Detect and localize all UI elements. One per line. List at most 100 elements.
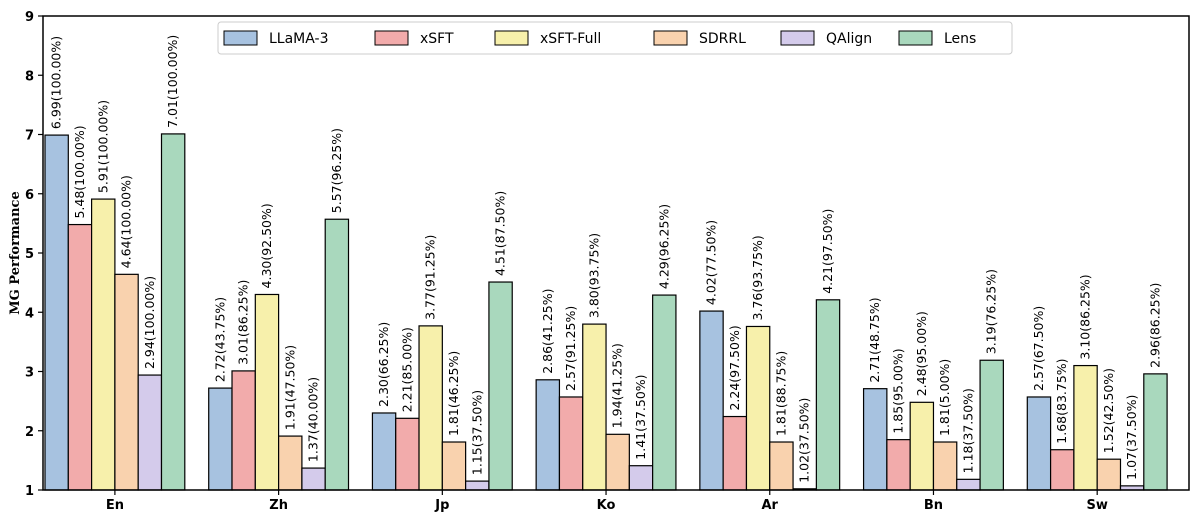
- bar-xsft-full-ar: [745, 325, 771, 491]
- bar-qalign-en: [137, 374, 163, 491]
- legend-swatch-xsft-full: [494, 30, 529, 46]
- bar-lens-ar: [815, 299, 841, 491]
- data-label: 3.77(91.25%): [423, 235, 438, 320]
- y-tick-label: 3: [25, 366, 34, 381]
- data-label: 1.81(46.25%): [446, 351, 461, 436]
- y-tick-label: 7: [25, 129, 34, 144]
- data-label: 1.15(37.50%): [469, 390, 484, 475]
- y-tick-label: 4: [25, 306, 34, 321]
- y-tick-label: 2: [25, 425, 34, 440]
- legend-label-xsft: xSFT: [420, 31, 454, 47]
- data-label: 5.91(100.00%): [95, 100, 110, 193]
- data-label: 4.30(92.50%): [259, 203, 274, 288]
- data-label: 1.37(40.00%): [306, 377, 321, 462]
- data-label: 1.81(88.75%): [773, 351, 788, 436]
- bar-qalign-zh: [301, 467, 326, 491]
- x-tick-label-bn: Bn: [924, 498, 943, 513]
- legend-box: [217, 21, 1013, 55]
- legend-label-qalign: QAlign: [826, 31, 872, 47]
- bar-xsft-ar: [722, 415, 748, 491]
- data-label: 2.57(67.50%): [1031, 306, 1046, 391]
- legend: LLaMA-3 xSFT xSFT-Full SDRRL QAlign Lens: [217, 21, 1013, 55]
- data-labels-layer: 6.99(100.00%) 2.72(43.75%) 2.30(66.25%) 2.8…: [49, 35, 1163, 483]
- legend-swatch-llama-3: [223, 30, 258, 46]
- data-label: 1.94(41.25%): [610, 343, 625, 428]
- bar-xsft-sw: [1049, 449, 1075, 491]
- bar-lens-en: [160, 133, 186, 491]
- bar-xsft-full-jp: [418, 325, 443, 491]
- bar-lens-zh: [324, 218, 350, 491]
- data-label: 1.91(47.50%): [282, 345, 297, 430]
- bar-xsft-full-en: [90, 198, 116, 491]
- x-tick-label-sw: Sw: [1086, 498, 1107, 513]
- bar-sdrrl-bn: [932, 441, 958, 491]
- bar-llama-3-sw: [1026, 396, 1052, 491]
- data-label: 5.57(96.25%): [329, 128, 344, 213]
- bar-sdrrl-sw: [1096, 458, 1122, 491]
- data-label: 3.76(93.75%): [750, 235, 765, 320]
- bars-layer: [44, 133, 1168, 491]
- data-label: 4.51(87.50%): [493, 191, 508, 276]
- data-label: 4.64(100.00%): [119, 175, 134, 268]
- x-tick-label-zh: Zh: [269, 498, 288, 513]
- bar-sdrrl-jp: [441, 441, 467, 491]
- data-label: 2.72(43.75%): [212, 297, 227, 382]
- bar-qalign-bn: [956, 478, 981, 491]
- bar-llama-3-ar: [699, 310, 724, 491]
- legend-swatch-lens: [898, 30, 933, 46]
- bar-xsft-jp: [395, 417, 420, 491]
- bar-sdrrl-ar: [769, 441, 794, 491]
- data-label: 4.29(96.25%): [656, 204, 671, 289]
- data-label: 2.30(66.25%): [376, 322, 391, 407]
- y-tick-label: 1: [25, 484, 34, 499]
- data-label: 4.21(97.50%): [820, 209, 835, 294]
- bar-xsft-zh: [231, 370, 256, 491]
- y-tick-label: 8: [25, 69, 34, 84]
- data-label: 1.52(42.50%): [1101, 368, 1116, 453]
- data-label: 7.01(100.00%): [165, 35, 180, 128]
- legend-label-xsft-full: xSFT-Full: [540, 31, 601, 47]
- legend-swatch-qalign: [780, 30, 815, 46]
- data-label: 5.48(100.00%): [72, 125, 87, 218]
- bar-xsft-full-zh: [254, 293, 280, 491]
- bar-xsft-full-sw: [1073, 364, 1098, 491]
- bar-lens-jp: [488, 281, 513, 491]
- y-tick-label: 9: [25, 10, 34, 25]
- bar-xsft-full-bn: [909, 401, 935, 491]
- data-label: 6.99(100.00%): [49, 36, 64, 129]
- bar-sdrrl-ko: [605, 433, 630, 491]
- data-label: 1.02(37.50%): [797, 398, 812, 483]
- data-label: 1.41(37.50%): [633, 374, 648, 459]
- data-label: 2.57(91.25%): [563, 306, 578, 391]
- data-label: 3.19(76.25%): [984, 269, 999, 354]
- bar-lens-sw: [1143, 373, 1168, 491]
- bar-llama-3-en: [44, 134, 69, 491]
- legend-label-llama-3: LLaMA-3: [269, 31, 329, 47]
- x-tick-label-ko: Ko: [597, 498, 616, 513]
- y-axis-label: MG Performance: [8, 191, 23, 315]
- axes-layer: 1 2 3 4 5 6 7 8 9 En Zh Jp Ko Ar Bn Sw MG Performance: [8, 10, 1190, 513]
- bar-llama-3-zh: [208, 387, 233, 491]
- data-label: 2.24(97.50%): [727, 325, 742, 410]
- data-label: 2.21(85.00%): [399, 327, 414, 412]
- bar-lens-bn: [979, 359, 1004, 491]
- x-tick-label-ar: Ar: [762, 498, 779, 513]
- x-tick-label-en: En: [106, 498, 124, 513]
- y-tick-label: 5: [25, 247, 34, 262]
- data-label: 3.80(93.75%): [586, 233, 601, 318]
- y-tick-label: 6: [25, 188, 34, 203]
- data-label: 4.02(77.50%): [704, 220, 719, 305]
- data-label: 1.18(37.50%): [960, 388, 975, 473]
- data-label: 2.71(48.75%): [867, 297, 882, 382]
- bar-xsft-ko: [558, 396, 584, 491]
- bar-xsft-en: [67, 223, 93, 491]
- bar-llama-3-jp: [371, 412, 397, 491]
- bar-qalign-ko: [628, 465, 654, 491]
- legend-label-lens: Lens: [944, 31, 976, 47]
- legend-swatch-xsft: [374, 30, 409, 46]
- bar-llama-3-ko: [535, 379, 561, 491]
- bar-qalign-jp: [465, 480, 490, 491]
- bar-llama-3-bn: [862, 388, 888, 491]
- data-label: 3.10(86.25%): [1078, 274, 1093, 359]
